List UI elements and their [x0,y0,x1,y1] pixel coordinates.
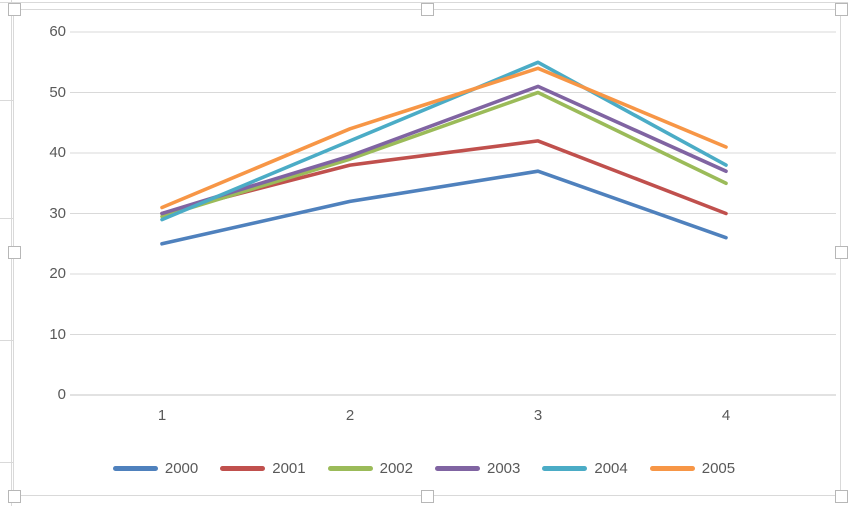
selection-handle[interactable] [7,2,21,16]
legend-label: 2001 [272,460,306,477]
legend-item-2002[interactable]: 2002 [327,460,413,477]
legend-label: 2005 [701,460,736,477]
chart-legend[interactable]: 2000 2001 2002 2003 2004 2005 [14,460,834,477]
series-line-2001[interactable] [160,139,728,216]
sheet-row-line [0,462,13,463]
series-line-2002[interactable] [160,90,728,219]
y-axis-tick-label[interactable]: 20 [49,265,66,282]
x-axis-tick-label[interactable]: 1 [157,407,167,424]
legend-line-swatch-icon [649,466,695,471]
legend-item-2005[interactable]: 2005 [649,460,736,477]
x-axis-tick-label[interactable]: 4 [721,407,731,424]
legend-item-2000[interactable]: 2000 [112,460,199,477]
legend-label: 2003 [487,460,521,477]
y-axis-tick-label[interactable]: 30 [49,204,66,222]
legend-label: 2002 [379,460,413,477]
legend-label: 2004 [594,460,628,477]
legend-line-swatch-icon [327,466,373,471]
sheet-row-line [0,340,13,341]
series-line-2005[interactable] [160,66,728,210]
legend-item-2003[interactable]: 2003 [435,460,520,477]
legend-line-swatch-icon [542,466,588,471]
legend-label: 2000 [164,460,199,477]
series-line-2003[interactable] [160,84,728,216]
y-axis-tick-label[interactable]: 50 [49,83,66,101]
selection-handle[interactable] [834,2,848,16]
selection-handle[interactable] [420,2,434,16]
y-axis-tick-label[interactable]: 10 [49,325,66,343]
legend-item-2004[interactable]: 2004 [542,460,628,477]
x-axis-tick-label[interactable]: 3 [533,407,543,424]
selection-handle[interactable] [834,245,848,259]
legend-line-swatch-icon [112,466,158,471]
series-line-2000[interactable] [160,169,728,246]
x-axis-tick-label[interactable]: 2 [345,407,355,424]
y-axis-tick-label[interactable]: 40 [49,144,66,161]
y-axis-tick-label[interactable]: 60 [49,23,66,40]
sheet-row-line [0,100,13,101]
sheet-row-line [0,218,13,219]
y-axis-tick-label[interactable]: 0 [57,386,66,403]
legend-line-swatch-icon [220,466,266,471]
selection-handle[interactable] [420,489,434,503]
legend-line-swatch-icon [435,466,480,471]
series-line-2004[interactable] [160,60,728,222]
selection-handle[interactable] [834,489,848,503]
selection-handle[interactable] [7,489,21,503]
selection-handle[interactable] [7,245,21,259]
legend-item-2001[interactable]: 2001 [220,460,306,477]
